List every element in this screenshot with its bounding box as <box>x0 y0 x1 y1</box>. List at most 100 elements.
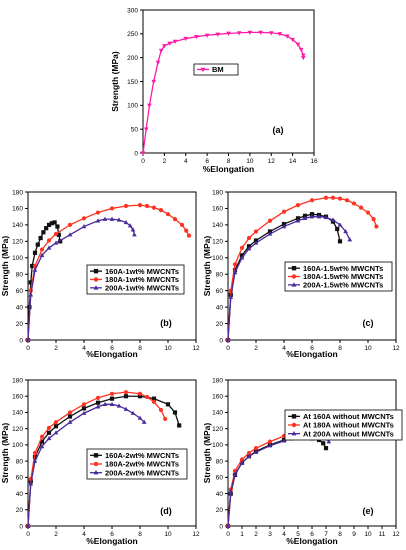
data-point <box>323 446 329 451</box>
y-tick-label: 50 <box>131 126 139 133</box>
legend-swatch-marker <box>291 282 297 287</box>
data-point <box>109 391 115 396</box>
legend-box <box>284 409 403 441</box>
data-point <box>295 218 301 223</box>
data-point <box>277 32 283 37</box>
data-point <box>301 55 306 61</box>
y-tick-label: 150 <box>127 79 138 86</box>
legend-swatch-marker <box>93 268 99 274</box>
y-tick-label: 180 <box>212 189 223 196</box>
data-point <box>253 240 259 245</box>
data-point <box>337 196 343 201</box>
data-point <box>165 402 171 407</box>
data-point <box>44 226 49 231</box>
data-point <box>81 402 87 407</box>
legend-label: 180A-1wt% MWCNTs <box>105 275 179 284</box>
data-point <box>267 439 273 444</box>
legend-box <box>86 448 188 480</box>
y-tick-label: 100 <box>12 442 23 449</box>
x-tick-label: 10 <box>164 531 172 538</box>
data-point <box>371 217 376 222</box>
data-point <box>109 206 115 211</box>
data-point <box>49 221 54 226</box>
legend-swatch-marker <box>93 461 99 467</box>
x-tick-label: 6 <box>310 345 314 352</box>
x-tick-label: 2 <box>254 531 258 538</box>
panel-label: (e) <box>363 506 374 516</box>
legend-swatch-marker <box>291 274 297 279</box>
y-tick-label: 0 <box>19 523 23 530</box>
x-tick-label: 4 <box>184 158 188 165</box>
legend-box <box>284 261 393 292</box>
series-line <box>27 391 166 527</box>
x-tick-label: 16 <box>310 158 318 165</box>
x-tick-label: 10 <box>364 345 372 352</box>
data-point <box>127 223 133 228</box>
data-point <box>39 439 45 444</box>
legend-swatch-marker <box>93 453 99 458</box>
data-point <box>179 222 185 227</box>
x-tick-label: 8 <box>138 345 142 352</box>
x-tick-label: 6 <box>110 531 114 538</box>
data-point <box>337 222 343 227</box>
legend-swatch-marker <box>200 67 206 73</box>
data-point <box>137 394 143 399</box>
x-tick-label: 11 <box>379 531 386 538</box>
data-point <box>46 222 52 227</box>
data-point <box>28 481 34 486</box>
x-tick-label: 14 <box>289 158 297 165</box>
data-point <box>295 42 301 47</box>
data-point <box>258 30 263 35</box>
legend-label: 180A-2wt% MWCNTs <box>105 460 179 469</box>
x-tick-label: 8 <box>338 531 342 538</box>
legend-label: BM <box>212 65 224 74</box>
data-point <box>39 434 45 439</box>
data-point <box>172 410 178 415</box>
data-point <box>46 238 52 243</box>
data-point <box>232 262 238 267</box>
data-point <box>309 198 315 203</box>
x-tick-label: 0 <box>141 158 145 165</box>
data-point <box>281 438 287 443</box>
data-point <box>247 30 253 35</box>
data-point <box>239 255 245 260</box>
y-axis-title: Strength (MPa) <box>110 51 120 112</box>
data-point <box>253 446 259 451</box>
x-tick-label: 0 <box>26 531 30 538</box>
x-tick-label: 8 <box>138 531 142 538</box>
panel-label: (c) <box>363 318 374 328</box>
y-tick-label: 100 <box>212 255 223 262</box>
y-tick-label: 40 <box>16 491 24 498</box>
y-tick-label: 100 <box>127 103 138 110</box>
x-tick-label: 3 <box>268 531 272 538</box>
data-point <box>25 523 31 528</box>
x-tick-label: 12 <box>268 158 276 165</box>
data-point <box>246 246 252 251</box>
y-tick-label: 20 <box>16 507 24 514</box>
data-point <box>53 240 59 245</box>
x-tick-label: 0 <box>226 531 230 538</box>
data-point <box>46 435 52 441</box>
data-point <box>172 39 178 44</box>
chart-panel-d: 0 2 4 6 8 10 12020406080100120140160180%Elonga… <box>0 377 200 546</box>
legend-label: 160A-1wt% MWCNTs <box>105 267 179 276</box>
data-point <box>151 396 157 401</box>
data-point <box>95 218 101 223</box>
y-tick-label: 40 <box>216 304 224 311</box>
x-tick-label: 12 <box>392 531 400 538</box>
data-point <box>323 195 329 200</box>
legend-swatch-marker <box>93 285 99 290</box>
data-point <box>177 423 182 428</box>
y-axis-title: Strength (MPa) <box>202 236 212 297</box>
data-point <box>109 216 115 221</box>
data-point <box>183 36 189 42</box>
data-point <box>32 250 38 255</box>
y-tick-label: 40 <box>216 491 224 498</box>
x-tick-label: 12 <box>192 531 200 538</box>
data-point <box>141 419 147 424</box>
y-tick-label: 0 <box>19 337 23 344</box>
data-point <box>143 127 149 132</box>
x-tick-label: 7 <box>324 531 328 538</box>
data-point <box>53 424 59 429</box>
data-point <box>109 401 115 407</box>
